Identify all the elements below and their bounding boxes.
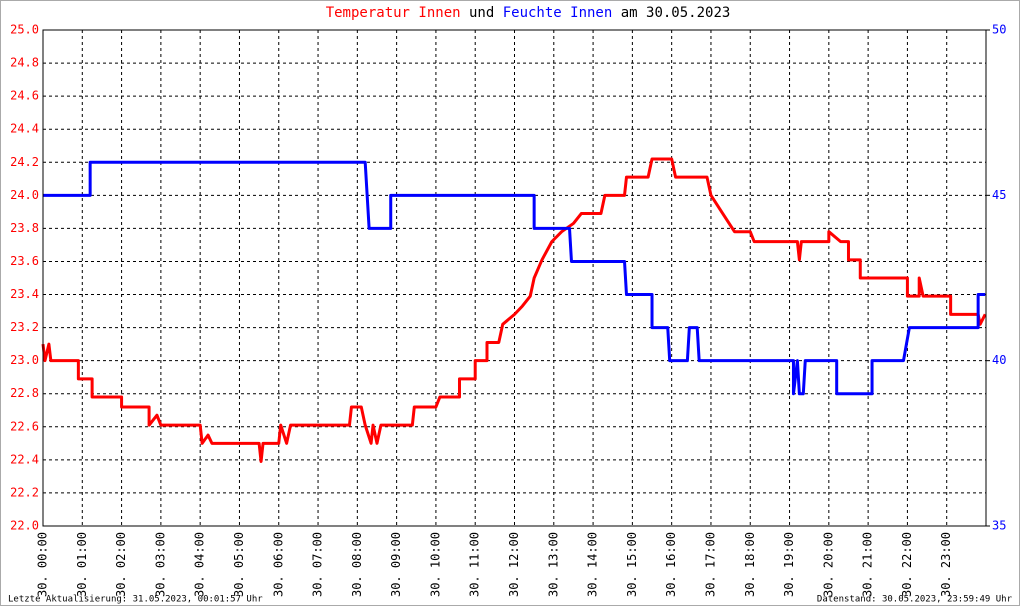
x-tick-label: 30. 15:00 (625, 532, 639, 597)
y2-tick-label: 35 (992, 519, 1006, 533)
y-tick-label: 25.0 (10, 23, 39, 37)
x-tick-label: 30. 03:00 (153, 532, 167, 597)
x-tick-label: 30. 06:00 (271, 532, 285, 597)
x-tick-label: 30. 08:00 (350, 532, 364, 597)
x-tick-label: 30. 07:00 (311, 532, 325, 597)
x-tick-label: 30. 09:00 (389, 532, 403, 597)
y-tick-label: 23.4 (10, 287, 39, 301)
y-tick-label: 22.0 (10, 519, 39, 533)
y-tick-label: 24.8 (10, 56, 39, 70)
x-tick-label: 30. 18:00 (743, 532, 757, 597)
x-tick-label: 30. 19:00 (782, 532, 796, 597)
series-line (41, 157, 987, 464)
y-tick-label: 23.6 (10, 254, 39, 268)
x-tick-label: 30. 10:00 (428, 532, 442, 597)
title-series-2: Feuchte Innen (503, 5, 613, 21)
title-series-1: Temperatur Innen (326, 5, 461, 21)
y-tick-label: 22.4 (10, 452, 39, 466)
y-tick-label: 23.8 (10, 221, 39, 235)
y-tick-label: 23.2 (10, 320, 39, 334)
plot (41, 157, 987, 464)
y-tick-label: 22.2 (10, 485, 39, 499)
title-part: und (469, 5, 494, 21)
y-tick-label: 22.8 (10, 386, 39, 400)
y2-tick-label: 45 (992, 188, 1006, 202)
x-tick-label: 30. 04:00 (193, 532, 207, 597)
plot-frame (42, 29, 987, 527)
y-tick-label: 24.6 (10, 89, 39, 103)
x-tick-label: 30. 01:00 (75, 532, 89, 597)
title-part: am 30.05.2023 (621, 5, 731, 21)
x-tick-label: 30. 14:00 (586, 532, 600, 597)
x-tick-label: 30. 12:00 (507, 532, 521, 597)
x-tick-label: 30. 16:00 (664, 532, 678, 597)
x-tick-label: 30. 20:00 (821, 532, 835, 597)
y-tick-label: 22.6 (10, 419, 39, 433)
y2-tick-label: 50 (992, 23, 1006, 37)
series-line (43, 160, 986, 396)
x-tick-label: 30. 02:00 (114, 532, 128, 597)
x-tick-label: 30. 11:00 (468, 532, 482, 597)
y2-tick-label: 40 (992, 353, 1006, 367)
x-tick-label: 30. 23:00 (939, 532, 953, 597)
x-tick-label: 30. 22:00 (900, 532, 914, 597)
x-tick-label: 30. 00:00 (36, 532, 50, 597)
chart-title: Temperatur Innen und Feuchte Innen am 30… (326, 5, 731, 21)
y-tick-label: 24.0 (10, 188, 39, 202)
footer-left: Letzte Aktualisierung: 31.05.2023, 00:01… (8, 595, 263, 605)
x-tick-label: 30. 13:00 (546, 532, 560, 597)
x-tick-label: 30. 17:00 (703, 532, 717, 597)
y-tick-label: 24.2 (10, 155, 39, 169)
x-tick-label: 30. 05:00 (232, 532, 246, 597)
footer-right: Datenstand: 30.05.2023, 23:59:49 Uhr (817, 595, 1013, 605)
x-tick-label: 30. 21:00 (861, 532, 875, 597)
y-tick-label: 23.0 (10, 353, 39, 367)
y-tick-label: 24.4 (10, 122, 39, 136)
